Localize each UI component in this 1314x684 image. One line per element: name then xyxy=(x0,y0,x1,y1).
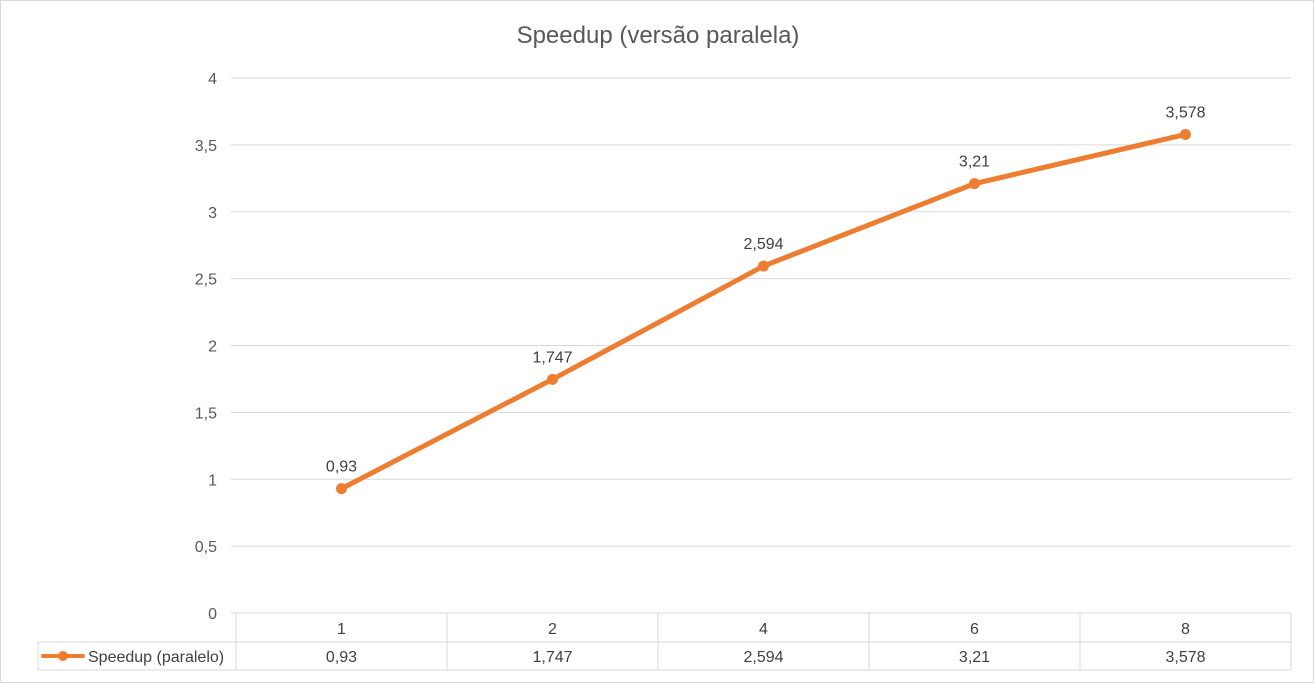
data-table: 1 2 4 6 8 Speedup (paralelo) 0,93 1,747 2,594 3,2… xyxy=(37,612,1292,671)
x-category-label: 4 xyxy=(759,621,768,638)
y-tick-label: 3 xyxy=(208,205,217,222)
grid-layer xyxy=(236,77,1291,547)
series-line xyxy=(339,131,1188,492)
table-value-cell: 1,747 xyxy=(532,649,572,666)
data-point xyxy=(758,260,769,272)
table-value-cell: 0,93 xyxy=(326,649,357,666)
data-label: 1,747 xyxy=(532,349,572,366)
y-tick-label: 1 xyxy=(208,472,217,489)
y-tick-label: 0,5 xyxy=(195,539,217,556)
data-label: 3,578 xyxy=(1165,104,1205,121)
series-layer: 0,93 1,747 2,594 3,21 3,578 xyxy=(326,104,1206,495)
y-tick-label: 3,5 xyxy=(195,138,217,155)
data-point xyxy=(1180,128,1191,140)
data-point xyxy=(547,373,558,385)
data-label: 3,21 xyxy=(959,154,990,171)
x-category-label: 1 xyxy=(337,621,346,638)
data-label: 0,93 xyxy=(326,459,357,476)
x-category-label: 8 xyxy=(1181,621,1190,638)
data-label: 2,594 xyxy=(743,236,783,253)
x-category-label: 6 xyxy=(970,621,979,638)
data-point xyxy=(336,483,347,495)
data-point xyxy=(969,178,980,190)
y-axis: 0 0,5 1 1,5 2 2,5 3 3,5 4 xyxy=(195,71,236,623)
y-tick-label: 1,5 xyxy=(195,405,217,422)
y-tick-label: 4 xyxy=(208,71,217,88)
y-tick-label: 2,5 xyxy=(195,272,217,289)
series-name-label: Speedup (paralelo) xyxy=(88,649,224,666)
x-category-label: 2 xyxy=(548,621,557,638)
chart-title: Speedup (versão paralela) xyxy=(517,22,800,49)
table-value-cell: 3,578 xyxy=(1165,649,1205,666)
table-value-cell: 3,21 xyxy=(959,649,990,666)
y-tick-label: 2 xyxy=(208,339,217,356)
y-tick-label: 0 xyxy=(208,606,217,623)
legend-marker-icon xyxy=(58,651,68,661)
table-value-cell: 2,594 xyxy=(743,649,783,666)
